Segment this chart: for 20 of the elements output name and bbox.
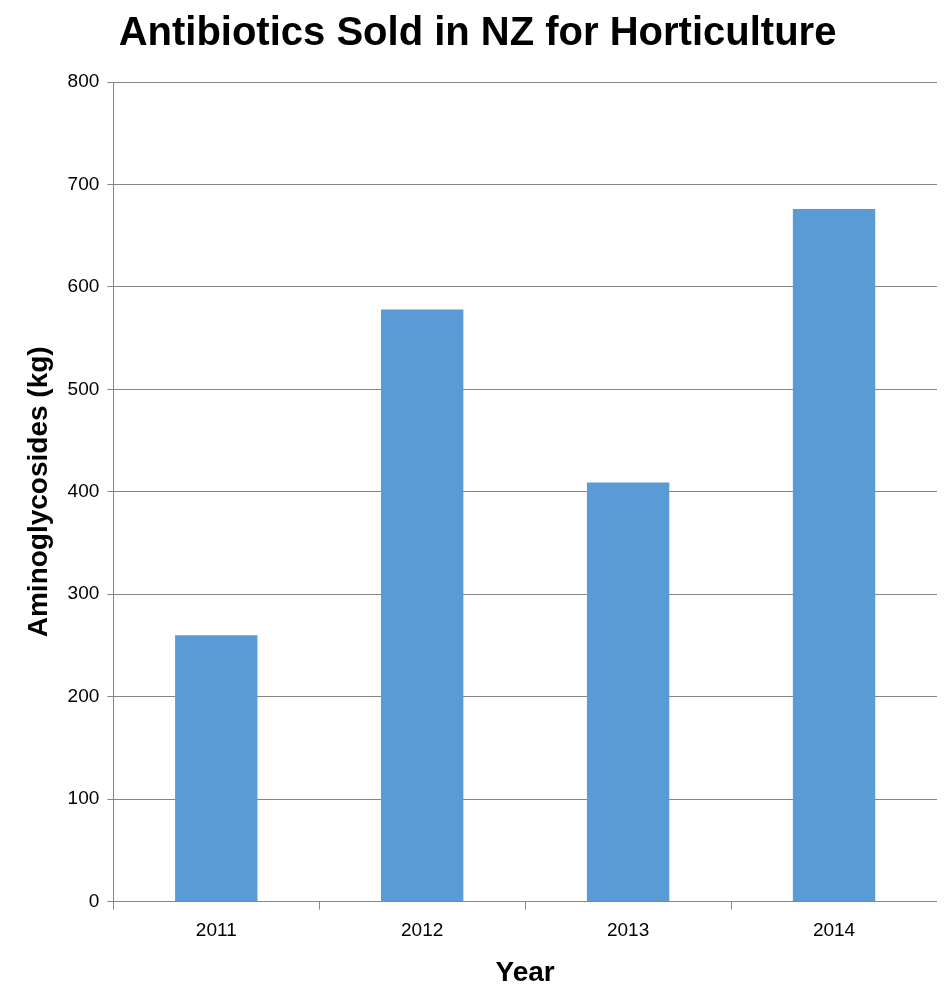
chart-title: Antibiotics Sold in NZ for Horticulture (118, 9, 837, 54)
bar (175, 635, 258, 902)
y-tick-label: 600 (67, 275, 100, 297)
y-tick-label: 800 (67, 70, 100, 92)
y-tick-label: 100 (67, 787, 100, 809)
y-tick-label: 200 (67, 684, 100, 706)
x-axis-title: Year (495, 955, 555, 987)
x-tick-label: 2014 (812, 919, 856, 941)
y-tick-label: 0 (88, 889, 100, 911)
bar (586, 482, 670, 902)
x-tick-label: 2012 (401, 919, 444, 941)
x-tick-label: 2013 (606, 919, 650, 941)
bar (792, 209, 876, 902)
y-tick-label: 700 (67, 172, 100, 194)
y-tick-label: 500 (67, 377, 100, 399)
bar (381, 309, 464, 902)
y-tick-label: 300 (67, 582, 100, 604)
x-tick-label: 2011 (195, 919, 237, 941)
y-tick-label: 400 (67, 480, 100, 502)
y-axis-title: Aminoglycosides (kg) (21, 346, 53, 638)
